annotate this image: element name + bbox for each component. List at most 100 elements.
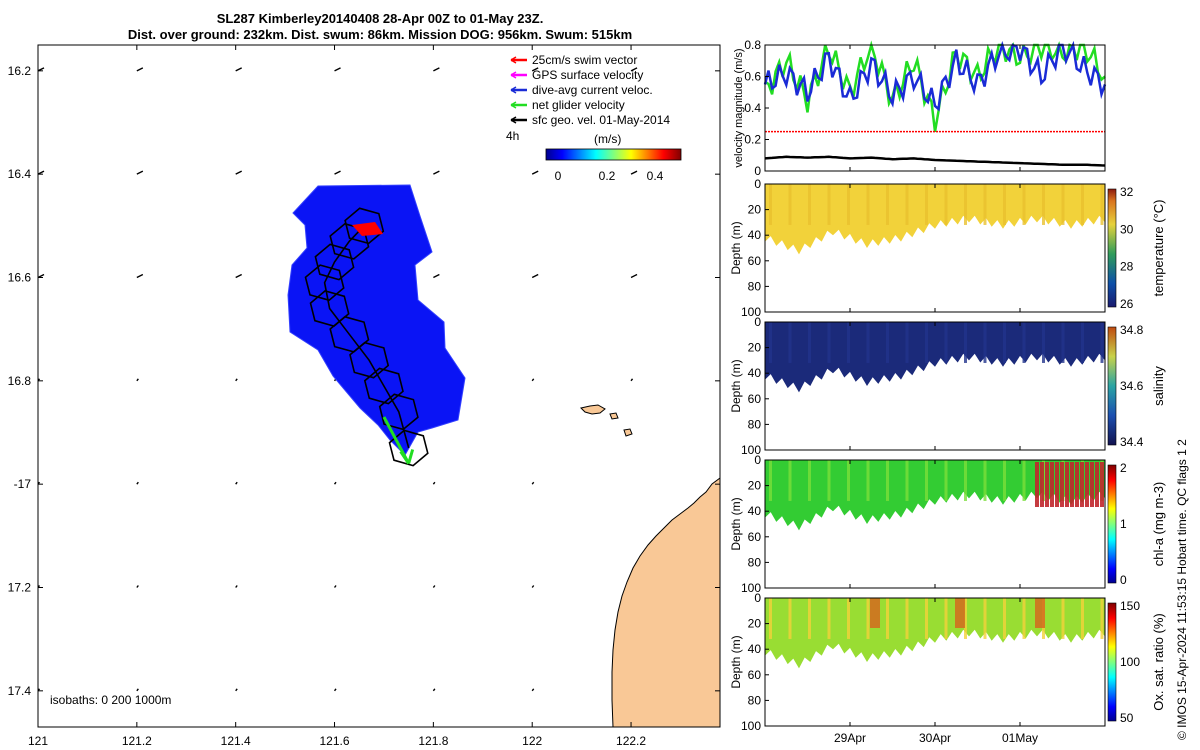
salinity-profile-stripe xyxy=(964,322,967,363)
salinity-profile-stripe xyxy=(1061,322,1065,363)
temperature-colorbar-tick: 30 xyxy=(1120,222,1134,236)
depth-tick-label: 20 xyxy=(748,617,762,631)
temperature-colorbar xyxy=(1107,188,1117,308)
depth-tick-label: 0 xyxy=(754,453,761,467)
sfc-geo-arrow xyxy=(333,688,337,692)
sfc-geo-arrow xyxy=(630,67,638,72)
chla-profile-stripe xyxy=(769,460,772,501)
net-glider-arrowhead xyxy=(399,449,415,465)
sfc-geo-arrow xyxy=(433,170,440,175)
oxygen-colorbar-tick: 50 xyxy=(1120,711,1134,725)
depth-tick-label: 20 xyxy=(748,203,762,217)
sfc-geo-arrow xyxy=(531,688,535,692)
chla-high-band xyxy=(1095,462,1099,507)
chla-profile-stripe xyxy=(944,460,948,501)
velocity-y-tick-label: 0.8 xyxy=(744,38,761,52)
chla-profile-stripe xyxy=(925,460,928,501)
salinity-profile-stripe xyxy=(866,322,870,363)
oxygen-profile-stripe xyxy=(866,598,870,639)
chla-high-band xyxy=(1090,462,1094,507)
salinity-profile-stripe xyxy=(1081,322,1084,363)
speed-colorbar xyxy=(545,148,682,161)
sfc-geo-arrow xyxy=(235,67,242,72)
oxygen-profile-stripe xyxy=(925,598,928,639)
oxygen-profile-stripe xyxy=(1081,598,1084,639)
glider-track-loop xyxy=(304,264,345,302)
depth-y-label: Depth (m) xyxy=(729,497,743,550)
legend-arrowhead xyxy=(510,86,517,94)
chart-title-line-2: Dist. over ground: 232km. Dist. swum: 86… xyxy=(127,27,633,42)
temperature-profile-stripe xyxy=(847,184,850,225)
sfc-geo-arrow xyxy=(531,378,535,382)
legend-arrowhead xyxy=(510,56,517,64)
chla-profile-stripe xyxy=(847,460,850,501)
legend-arrowhead xyxy=(510,116,517,124)
depth-tick-label: 100 xyxy=(741,581,761,595)
sfc-geo-arrow xyxy=(136,170,144,175)
legend-arrowhead xyxy=(510,71,517,79)
salinity-colorbar xyxy=(1107,326,1117,446)
depth-tick-label: 20 xyxy=(748,341,762,355)
oxygen-high-band xyxy=(1035,598,1045,628)
oxygen-profile-stripe xyxy=(1061,598,1065,639)
velocity-y-tick-label: 0.2 xyxy=(744,133,761,147)
temperature-colorbar-tick: 26 xyxy=(1120,297,1134,311)
sfc-geo-arrow xyxy=(432,481,436,485)
chla-high-band xyxy=(1040,462,1044,507)
depth-tick-label: 60 xyxy=(748,254,762,268)
map-y-ticks: 16.2 16.4 16.6 16.8 -17 17.2 17.4 xyxy=(8,64,720,698)
sfc-geo-arrow xyxy=(433,273,440,279)
sfc-geo-arrow xyxy=(630,273,638,279)
legend-label: sfc geo. vel. 01-May-2014 xyxy=(532,113,670,127)
depth-tick-label: 40 xyxy=(748,504,762,518)
sfc-geo-arrow xyxy=(531,585,535,588)
oxygen-colorbar-label: Ox. sat. ratio (%) xyxy=(1151,613,1166,711)
chla-colorbar xyxy=(1107,464,1117,584)
salinity-profile-stripe xyxy=(944,322,948,363)
time-tick-label: 30Apr xyxy=(919,731,951,745)
map-y-tick-label: 17.4 xyxy=(8,684,32,698)
map-x-tick-label: 122 xyxy=(522,734,542,748)
sfc-geo-arrow xyxy=(235,378,238,382)
depth-tick-label: 0 xyxy=(754,591,761,605)
chla-high-band xyxy=(1080,462,1084,507)
legend-label: dive-avg current veloc. xyxy=(532,83,653,97)
salinity-colorbar-tick: 34.8 xyxy=(1120,323,1144,337)
chla-profile-stripe xyxy=(886,460,889,501)
temperature-profile-stripe xyxy=(1100,184,1104,225)
swim-vector-marker xyxy=(352,222,383,236)
chla-profile-stripe xyxy=(866,460,870,501)
sfc-geo-arrow xyxy=(432,688,436,692)
temperature-colorbar-label: temperature (°C) xyxy=(1151,200,1166,297)
salinity-profile-stripe xyxy=(847,322,850,363)
chla-profile-stripe xyxy=(964,460,967,501)
legend-label: GPS surface velocity xyxy=(532,68,643,82)
depth-y-label: Depth (m) xyxy=(729,221,743,274)
sfc-geo-arrow xyxy=(235,481,238,485)
colorbar-tick-2: 0.4 xyxy=(647,169,664,183)
temperature-profile-stripe xyxy=(769,184,772,225)
depth-tick-label: 60 xyxy=(748,668,762,682)
velocity-y-tick-label: 0 xyxy=(754,164,761,178)
depth-tick-label: 40 xyxy=(748,642,762,656)
chart-title-line-1: SL287 Kimberley20140408 28-Apr 00Z to 01… xyxy=(216,11,544,26)
map-y-tick-label: -17 xyxy=(14,477,32,491)
temperature-profile-stripe xyxy=(827,184,831,225)
glider-track-loop xyxy=(363,367,404,405)
sfc-geo-arrow xyxy=(136,67,144,72)
temperature-profile-stripe xyxy=(944,184,948,225)
colorbar-tick-0: 0 xyxy=(555,169,562,183)
salinity-profile-stripe xyxy=(769,322,772,363)
temperature-profile-stripe xyxy=(1022,184,1026,225)
temperature-colorbar-tick: 32 xyxy=(1120,185,1134,199)
salinity-profile-stripe xyxy=(1022,322,1026,363)
map-y-tick-label: 17.2 xyxy=(8,581,32,595)
colorbar-tick-1: 0.2 xyxy=(599,169,616,183)
temperature-profile-stripe xyxy=(964,184,967,225)
temperature-profile-stripe xyxy=(808,184,811,225)
salinity-profile-stripe xyxy=(983,322,987,363)
map-x-tick-label: 121 xyxy=(28,734,48,748)
interval-label: 4h xyxy=(506,129,519,143)
oxygen-profile-stripe xyxy=(964,598,967,639)
chla-profile-stripe xyxy=(905,460,909,501)
